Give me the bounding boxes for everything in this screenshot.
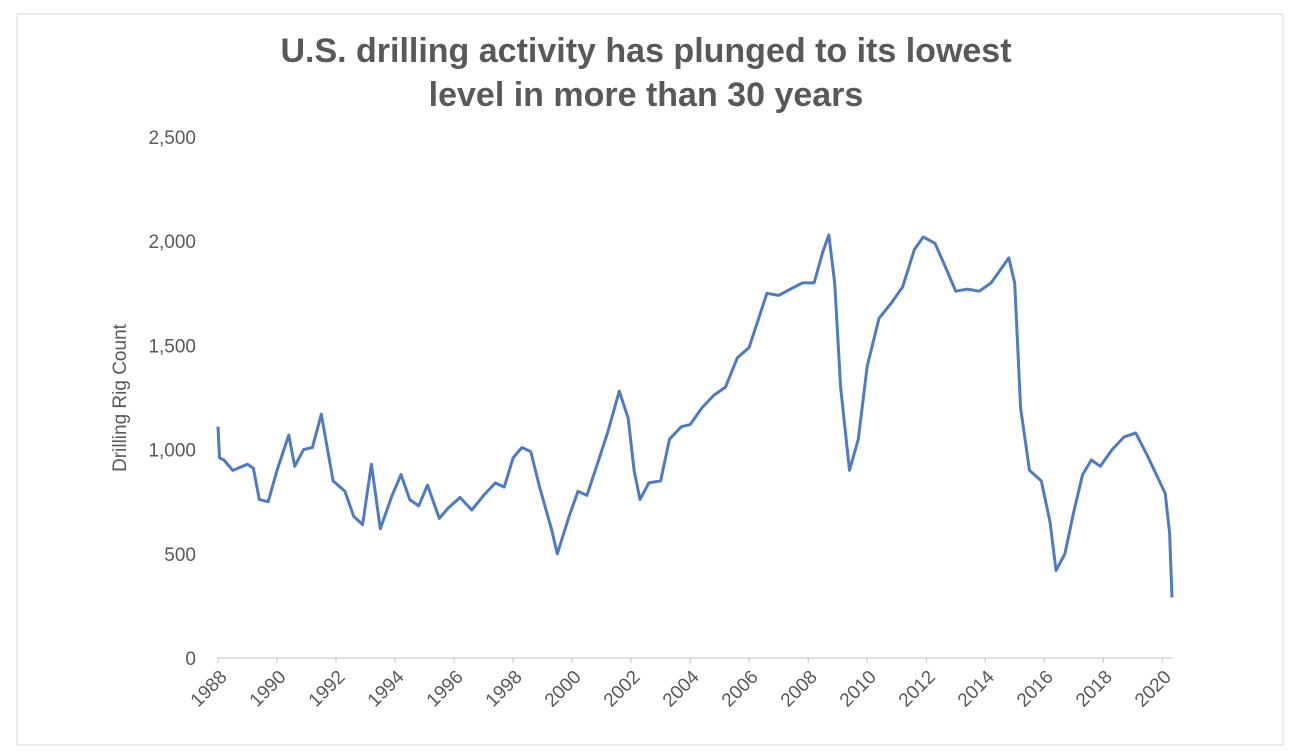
y-tick-label: 2,000 [148,232,196,253]
y-axis-label: Drilling Rig Count [110,323,131,472]
chart-frame [16,13,1284,746]
chart-title: level in more than 30 years [429,76,864,114]
data-line [216,233,1174,598]
y-tick-label: 500 [164,545,196,566]
y-tick-label: 0 [185,649,196,670]
y-tick-label: 2,500 [148,128,196,149]
y-tick-label: 1,000 [148,441,196,462]
chart-title: U.S. drilling activity has plunged to it… [280,32,1011,70]
y-tick-label: 1,500 [148,336,196,357]
